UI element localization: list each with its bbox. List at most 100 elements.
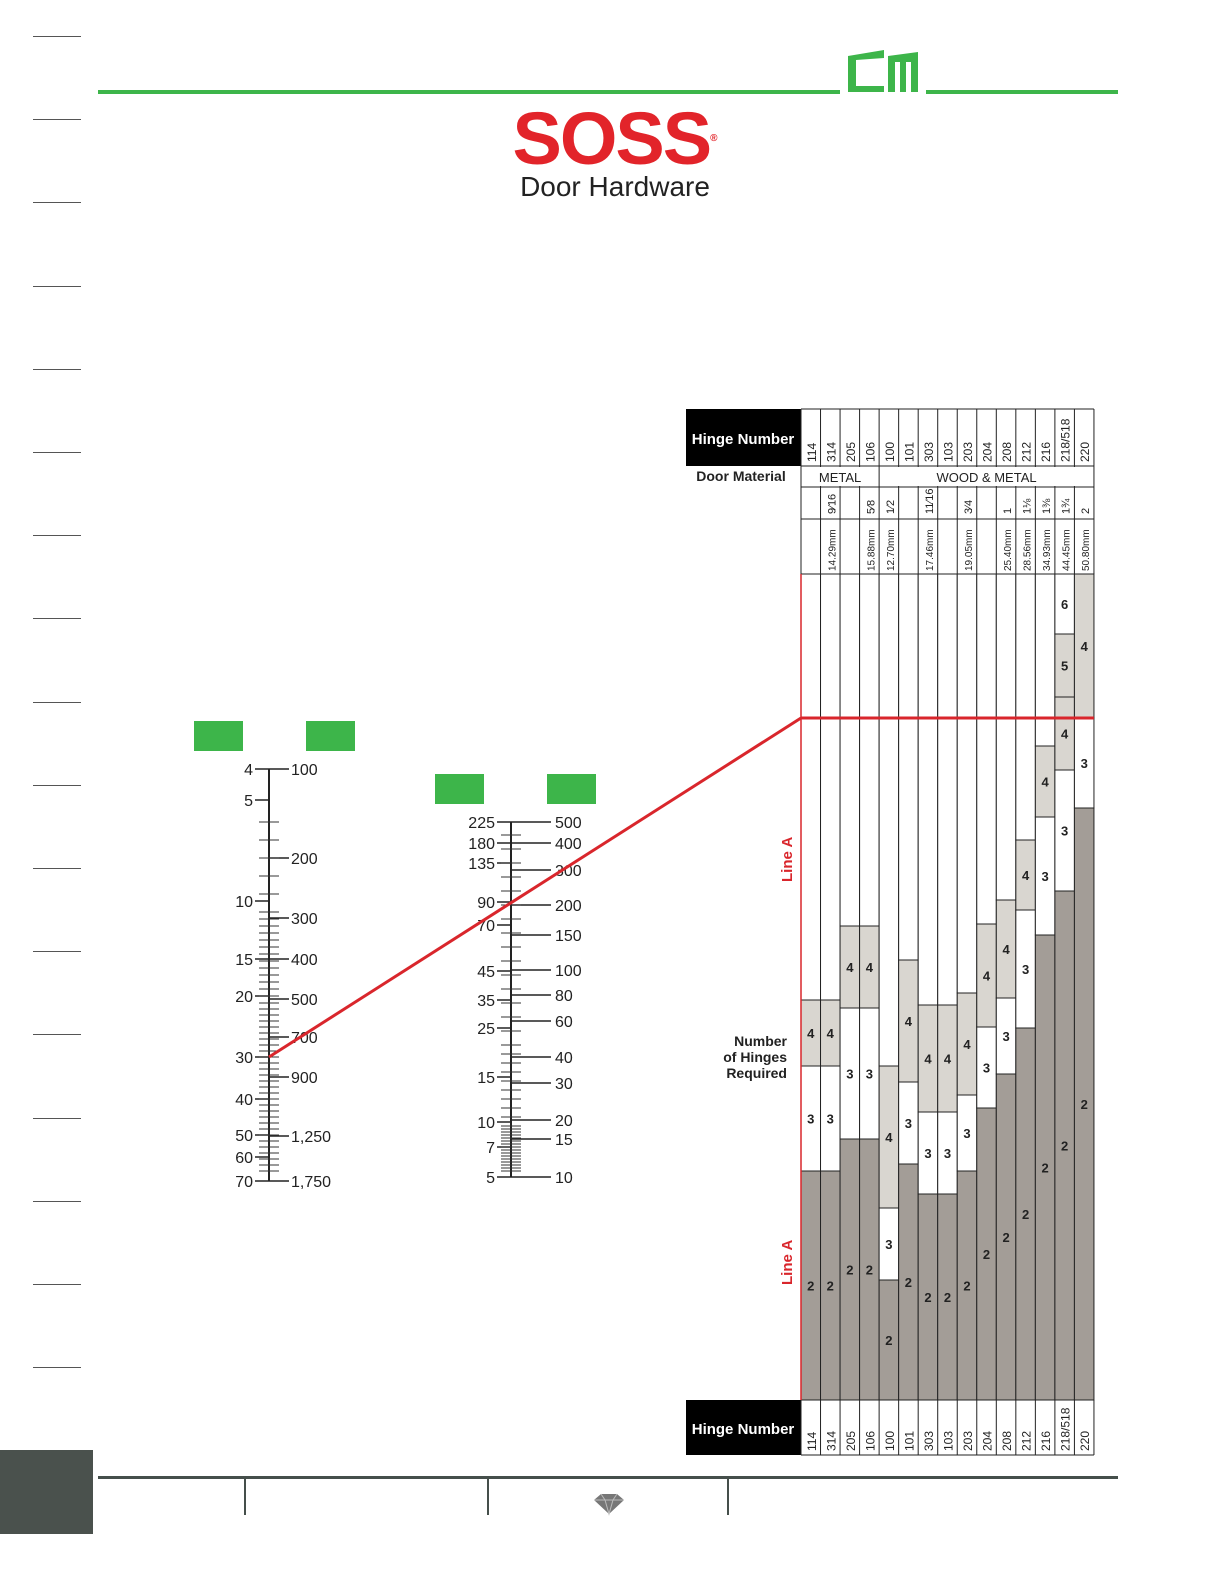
- hinge-count-label: 3: [827, 1112, 834, 1127]
- thickness-mm: 50.80mm: [1081, 529, 1092, 571]
- hinge-number: 204: [981, 1431, 995, 1451]
- left-scale-tick-label: 40: [235, 1092, 253, 1109]
- middle-scale-tick-label: 35: [477, 993, 495, 1010]
- hinge-count-label: 2: [827, 1279, 834, 1294]
- thickness-mm: 34.93mm: [1042, 529, 1053, 571]
- left-scale-tick-label: 500: [291, 992, 318, 1009]
- number-of-hinges-label: Required: [726, 1065, 787, 1081]
- brand-subtitle: Door Hardware: [520, 171, 710, 202]
- hinge-number: 204: [981, 442, 995, 462]
- hinge-segment: [1034, 573, 1056, 747]
- hinge-number: 101: [902, 442, 916, 462]
- middle-scale-tick-label: 225: [468, 815, 495, 832]
- hinge-number: 212: [1020, 442, 1034, 462]
- thickness-mm: 17.46mm: [925, 529, 936, 571]
- thickness-fraction: 1¾: [1061, 498, 1073, 514]
- number-of-hinges-label: Number: [734, 1033, 787, 1049]
- left-scale-tick-label: 4: [244, 762, 253, 779]
- green-label-box: [547, 774, 596, 804]
- left-scale-tick-label: 50: [235, 1128, 253, 1145]
- page-tab: [0, 1450, 93, 1534]
- hinge-number: 314: [824, 1431, 838, 1451]
- left-scale-tick-label: 900: [291, 1070, 318, 1087]
- middle-scale-tick-label: 90: [477, 895, 495, 912]
- left-scale-tick-label: 5: [244, 793, 253, 810]
- hinge-number: 203: [961, 442, 975, 462]
- hinge-count-label: 4: [827, 1026, 835, 1041]
- hinge-count-label: 3: [885, 1237, 892, 1252]
- line-a-label: Line A: [779, 837, 796, 882]
- middle-scale-tick-label: 10: [555, 1170, 573, 1187]
- middle-scale-tick-label: 135: [468, 856, 495, 873]
- hinge-count-label: 5: [1061, 659, 1068, 674]
- footer-divider: [727, 1479, 729, 1515]
- margin-tick: [33, 701, 81, 703]
- hinge-segment: [995, 573, 1017, 901]
- middle-scale-tick-label: 40: [555, 1050, 573, 1067]
- middle-scale-tick-label: 200: [555, 898, 582, 915]
- header-rule-right: [926, 90, 1118, 94]
- brand-logo: SOSS® Door Hardware: [500, 102, 730, 202]
- hinge-count-label: 4: [807, 1026, 815, 1041]
- hinge-count-label: 4: [1042, 775, 1050, 790]
- margin-tick: [33, 1284, 81, 1285]
- left-scale-tick-label: 30: [235, 1050, 253, 1067]
- middle-scale-tick-label: 30: [555, 1076, 573, 1093]
- left-scale-tick-label: 300: [291, 911, 318, 928]
- margin-tick: [33, 368, 81, 370]
- left-scale-tick-label: 1,250: [291, 1129, 331, 1146]
- cm-logo-icon: [848, 50, 918, 92]
- hinge-number: 101: [902, 1431, 916, 1451]
- hinge-count-label: 4: [1081, 639, 1089, 654]
- hinge-number: 100: [883, 442, 897, 462]
- thickness-mm: 28.56mm: [1023, 529, 1034, 571]
- middle-scale-tick-label: 15: [477, 1070, 495, 1087]
- left-scale-tick-label: 15: [235, 952, 253, 969]
- thickness-mm: 25.40mm: [1003, 529, 1014, 571]
- margin-tick: [33, 452, 81, 453]
- hinge-number: 218/518: [1059, 418, 1073, 462]
- left-scale-tick-label: 10: [235, 894, 253, 911]
- hinge-count-label: 4: [885, 1130, 893, 1145]
- middle-scale-tick-label: 500: [555, 815, 582, 832]
- middle-scale-tick-label: 150: [555, 928, 582, 945]
- middle-scale-tick-label: 5: [486, 1170, 495, 1187]
- middle-scale-tick-label: 25: [477, 1021, 495, 1038]
- middle-scale-tick-label: 70: [477, 918, 495, 935]
- hinge-number: 103: [941, 1431, 955, 1451]
- margin-tick: [33, 535, 81, 537]
- hinge-segment: [800, 573, 822, 1001]
- registered-mark: ®: [710, 133, 718, 144]
- hinge-number: 208: [1000, 442, 1014, 462]
- hinge-number: 114: [805, 443, 819, 462]
- thickness-fraction: 1⁄2: [885, 500, 897, 514]
- hinge-segment: [937, 573, 958, 1006]
- hinge-count-label: 4: [905, 1014, 913, 1029]
- hinge-number: 208: [1000, 1431, 1014, 1451]
- hinge-count-label: 4: [1022, 868, 1030, 883]
- hinge-number: 303: [922, 1431, 936, 1451]
- green-label-box: [194, 721, 243, 751]
- hinge-number: 203: [961, 1431, 975, 1451]
- footer-rule: [98, 1476, 1118, 1479]
- hinge-segment: [878, 573, 900, 1067]
- hinge-count-label: 2: [983, 1247, 990, 1262]
- hinge-count-label: 3: [866, 1067, 873, 1082]
- margin-tick: [33, 1034, 81, 1036]
- middle-scale-tick-label: 7: [486, 1140, 495, 1157]
- material-wood-metal: WOOD & METAL: [936, 470, 1036, 485]
- hinge-count-label: 4: [963, 1037, 971, 1052]
- hinge-number: 216: [1039, 1431, 1053, 1451]
- middle-scale-tick-label: 100: [555, 963, 582, 980]
- hinge-count-label: 4: [924, 1052, 932, 1067]
- hinge-number: 205: [844, 442, 858, 462]
- hinge-segment: [956, 573, 978, 994]
- hinge-count-label: 2: [905, 1275, 912, 1290]
- margin-tick: [33, 1200, 81, 1202]
- hinge-number: 314: [824, 442, 838, 462]
- hinge-number: 216: [1039, 442, 1053, 462]
- hinge-segment: [820, 573, 841, 1001]
- hinge-number: 218/518: [1059, 1407, 1073, 1451]
- door-material-label: Door Material: [696, 468, 785, 484]
- margin-tick: [33, 618, 81, 620]
